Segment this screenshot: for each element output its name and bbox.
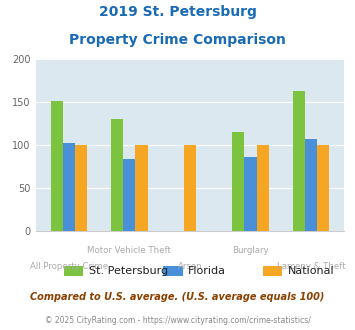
- Bar: [184, 145, 196, 231]
- Text: Compared to U.S. average. (U.S. average equals 100): Compared to U.S. average. (U.S. average …: [30, 292, 325, 302]
- Bar: [232, 132, 245, 231]
- Bar: [123, 159, 135, 231]
- Bar: [51, 101, 63, 231]
- Text: Arson: Arson: [178, 262, 202, 271]
- Text: All Property Crime: All Property Crime: [30, 262, 108, 271]
- Bar: [317, 145, 329, 231]
- Bar: [63, 144, 75, 231]
- Bar: [75, 145, 87, 231]
- Text: Burglary: Burglary: [232, 246, 269, 255]
- Text: Motor Vehicle Theft: Motor Vehicle Theft: [87, 246, 171, 255]
- Bar: [245, 157, 257, 231]
- Text: Property Crime Comparison: Property Crime Comparison: [69, 33, 286, 47]
- Text: 2019 St. Petersburg: 2019 St. Petersburg: [99, 5, 256, 19]
- Bar: [257, 145, 269, 231]
- Text: National: National: [288, 266, 334, 276]
- Text: Larceny & Theft: Larceny & Theft: [277, 262, 345, 271]
- Bar: [135, 145, 148, 231]
- Text: Florida: Florida: [188, 266, 226, 276]
- Bar: [293, 91, 305, 231]
- Text: St. Petersburg: St. Petersburg: [89, 266, 168, 276]
- Text: © 2025 CityRating.com - https://www.cityrating.com/crime-statistics/: © 2025 CityRating.com - https://www.city…: [45, 316, 310, 325]
- Bar: [305, 139, 317, 231]
- Bar: [111, 118, 123, 231]
